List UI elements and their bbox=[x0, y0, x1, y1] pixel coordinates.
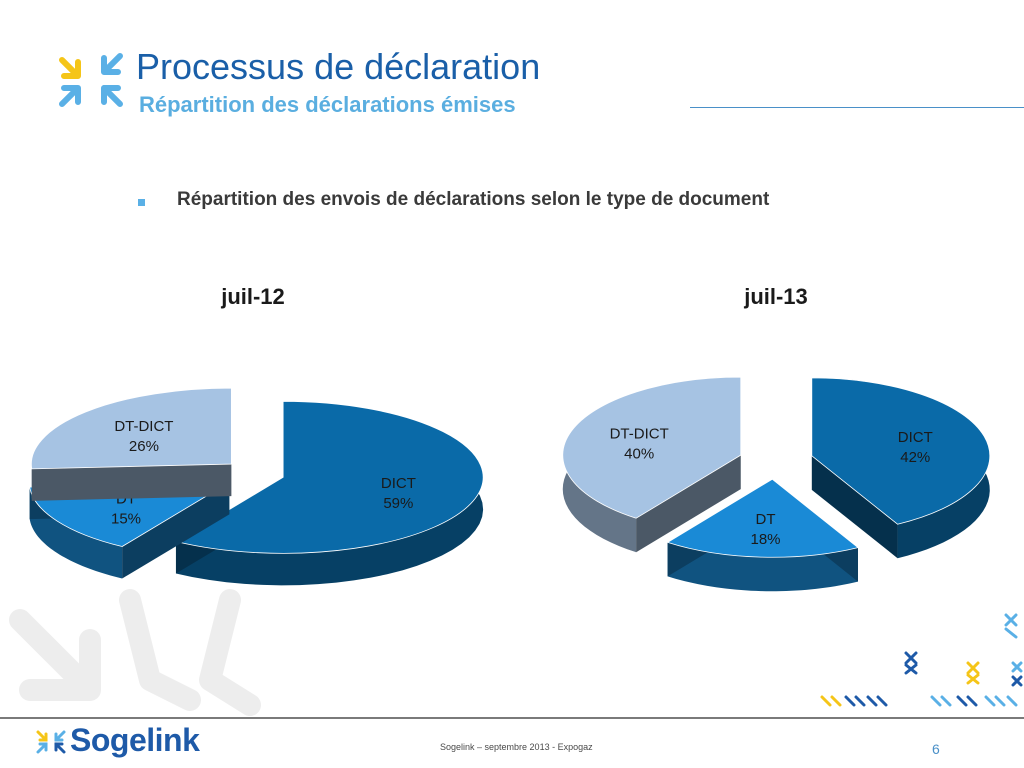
brand-name: Sogelink bbox=[70, 722, 200, 758]
decorative-arrows-icon bbox=[820, 613, 1023, 707]
data-label-dt-dict-name: DT-DICT bbox=[114, 418, 173, 435]
pie-title-juil-13: juil-13 bbox=[744, 284, 808, 309]
data-label-dt-value: 18% bbox=[751, 531, 781, 548]
slice-dict bbox=[174, 400, 484, 554]
page-title: Processus de déclaration bbox=[136, 46, 541, 87]
slice-face-dict-1 bbox=[811, 455, 898, 559]
slice-dt-dict bbox=[562, 376, 742, 519]
footer-text: Sogelink – septembre 2013 - Expogaz bbox=[440, 742, 593, 752]
bullet-marker bbox=[138, 199, 145, 206]
data-label-dt-dict-name: DT-DICT bbox=[610, 426, 669, 443]
pie-chart-juil-13: DICT 42% DT 18% DT-DICT 40% bbox=[562, 376, 991, 592]
data-label-dict-value: 59% bbox=[383, 495, 413, 512]
slice-face-dt-dict-0 bbox=[31, 464, 232, 501]
data-label-dict-value: 42% bbox=[900, 449, 930, 466]
slice-dt-dict bbox=[30, 387, 232, 470]
page-number: 6 bbox=[932, 741, 940, 757]
data-label-dt-dict-value: 40% bbox=[624, 446, 654, 463]
pie-title-juil-12: juil-12 bbox=[221, 284, 285, 309]
slice-dt bbox=[666, 478, 859, 558]
data-label-dict-name: DICT bbox=[898, 429, 933, 446]
slice-wall-dt bbox=[667, 542, 858, 592]
footer-divider bbox=[0, 717, 1024, 719]
slice-wall-dt bbox=[29, 487, 123, 579]
sogelink-logo-icon bbox=[59, 53, 123, 107]
slice-face-dt-dict-0 bbox=[636, 455, 741, 553]
page-subtitle: Répartition des déclarations émises bbox=[139, 92, 516, 117]
data-label-dt-name: DT bbox=[756, 511, 776, 528]
data-label-dict-name: DICT bbox=[381, 475, 416, 492]
background-arrows-decoration bbox=[9, 589, 261, 716]
data-label-dt-value: 15% bbox=[111, 511, 141, 528]
slice-dict bbox=[811, 377, 991, 525]
data-label-dt-dict-value: 26% bbox=[129, 438, 159, 455]
footer-logo-icon bbox=[36, 730, 66, 754]
title-divider bbox=[690, 107, 1024, 108]
bullet-text: Répartition des envois de déclarations s… bbox=[177, 189, 770, 210]
